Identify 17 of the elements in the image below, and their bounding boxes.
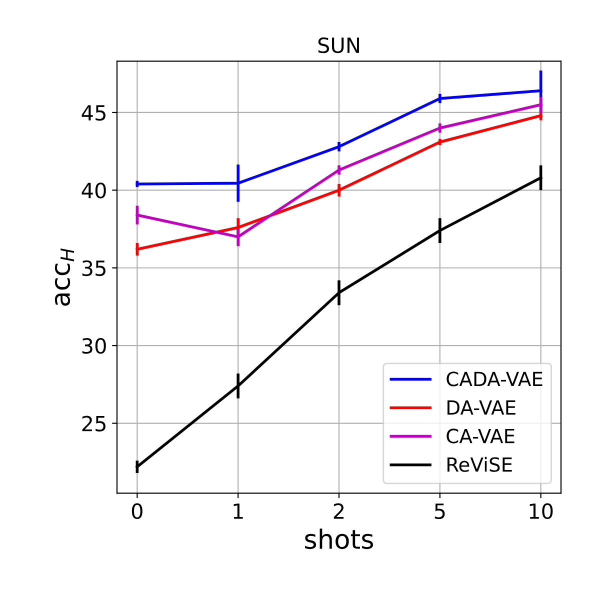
legend-label: CADA-VAE <box>446 372 542 386</box>
y-tick-label: 40 <box>82 182 106 198</box>
x-tick-label: 2 <box>334 503 344 519</box>
x-tick-label: 10 <box>530 503 553 520</box>
x-tick-label: 1 <box>234 504 243 519</box>
x-axis-title: shots <box>305 528 374 550</box>
legend-label: DA-VAE <box>448 400 516 415</box>
x-tick-label: 5 <box>434 504 445 520</box>
y-tick-label: 25 <box>82 416 106 432</box>
y-tick-label: 45 <box>82 105 106 121</box>
chart-title: SUN <box>318 37 359 54</box>
y-tick-label: 35 <box>82 260 106 276</box>
y-axis-title: acc$_{H}$ <box>54 248 74 306</box>
legend-label: ReViSE <box>448 456 512 472</box>
y-tick-label: 30 <box>82 338 106 354</box>
x-tick-label: 0 <box>132 503 142 520</box>
legend-label: CA-VAE <box>446 428 514 444</box>
